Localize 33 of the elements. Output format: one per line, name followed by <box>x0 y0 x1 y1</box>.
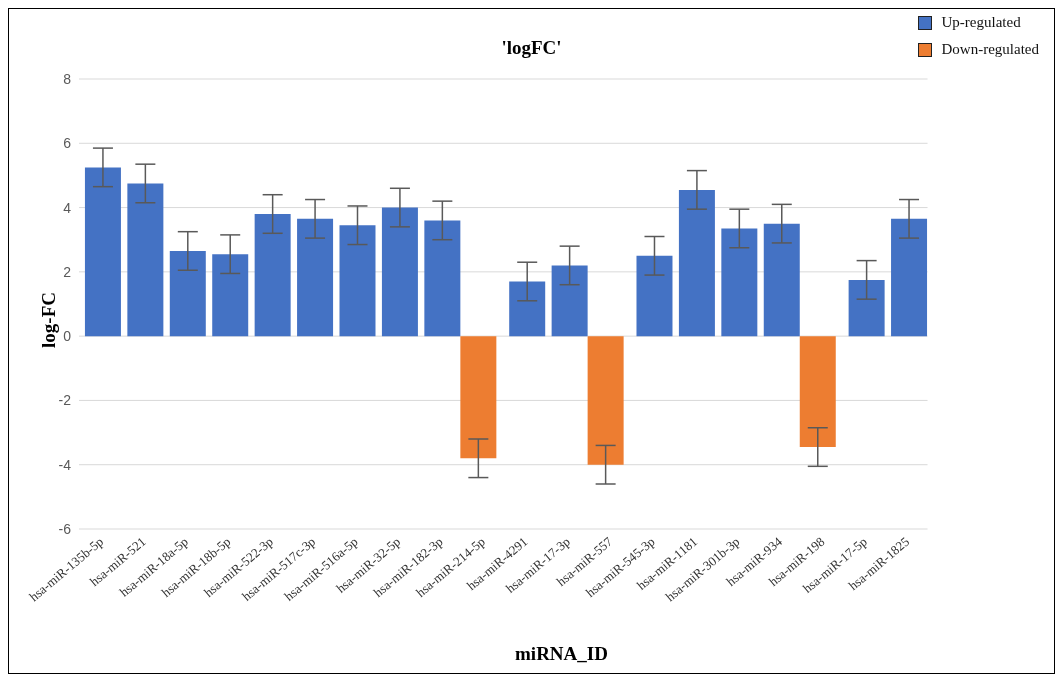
bar <box>799 336 836 448</box>
bar <box>891 218 928 337</box>
bar <box>848 279 885 337</box>
bar <box>169 250 206 337</box>
chart-title: 'logFC' <box>501 37 562 58</box>
y-tick-label: -4 <box>58 456 72 473</box>
bar <box>297 218 334 337</box>
y-tick-label: 8 <box>63 70 72 87</box>
bar <box>424 220 461 337</box>
bar <box>460 336 497 459</box>
bar <box>551 265 588 337</box>
y-tick-label: -6 <box>58 520 72 537</box>
y-tick-label: -2 <box>58 392 72 409</box>
y-tick-label: 4 <box>63 199 72 216</box>
bar <box>636 255 673 337</box>
bar <box>212 254 249 337</box>
bar <box>721 228 758 337</box>
bar <box>127 183 164 337</box>
y-axis-title: log-FC <box>37 292 60 348</box>
y-tick-label: 6 <box>63 135 72 152</box>
legend-label: Up-regulated <box>941 14 1021 31</box>
bar <box>587 336 624 465</box>
bar <box>509 281 546 337</box>
bar <box>339 225 376 337</box>
bar <box>84 167 121 337</box>
y-tick-label: 0 <box>63 328 72 345</box>
bar <box>381 207 418 337</box>
x-axis-title: miRNA_ID <box>514 643 609 665</box>
legend-label: Down-regulated <box>941 41 1039 58</box>
bar <box>678 189 715 337</box>
bar <box>254 214 291 337</box>
bar <box>763 223 800 337</box>
y-tick-label: 2 <box>63 263 72 280</box>
